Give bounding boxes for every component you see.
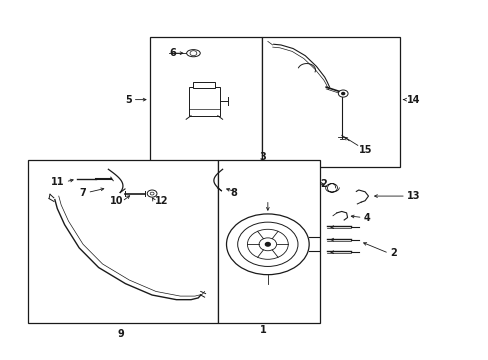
Text: 1: 1: [259, 325, 266, 335]
Text: 12: 12: [154, 197, 168, 206]
Text: 15: 15: [358, 145, 371, 155]
Text: 2: 2: [319, 179, 326, 189]
Text: 7: 7: [80, 188, 86, 198]
Bar: [261, 37, 399, 167]
Circle shape: [247, 229, 287, 259]
Circle shape: [150, 192, 154, 195]
Text: 10: 10: [109, 197, 122, 206]
Text: 11: 11: [51, 177, 64, 187]
Ellipse shape: [186, 50, 200, 57]
Circle shape: [341, 93, 344, 95]
Circle shape: [190, 51, 197, 56]
Circle shape: [226, 214, 308, 275]
Text: 8: 8: [230, 188, 237, 198]
Text: 2: 2: [389, 248, 396, 258]
Circle shape: [265, 243, 270, 246]
Text: 6: 6: [169, 48, 176, 58]
Text: 4: 4: [363, 212, 369, 222]
Bar: [193, 82, 214, 88]
Bar: [28, 160, 217, 323]
Circle shape: [338, 90, 347, 97]
Text: 5: 5: [125, 95, 131, 105]
Text: 9: 9: [117, 329, 123, 339]
Text: 13: 13: [407, 191, 420, 201]
Text: 14: 14: [407, 95, 420, 105]
Bar: [217, 160, 319, 323]
Text: 3: 3: [259, 152, 266, 162]
Bar: [188, 87, 220, 116]
Bar: [149, 37, 261, 167]
Circle shape: [147, 190, 157, 197]
Circle shape: [237, 222, 297, 266]
Circle shape: [259, 238, 276, 251]
